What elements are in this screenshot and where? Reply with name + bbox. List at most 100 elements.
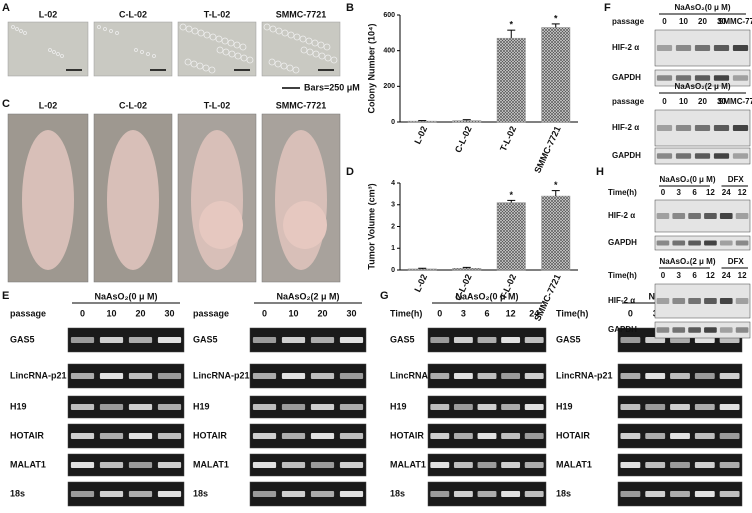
lane-label: 12 <box>738 271 747 280</box>
cell-colony <box>263 23 271 31</box>
row-label: H19 <box>556 401 573 411</box>
blot <box>654 283 751 319</box>
band <box>70 462 95 468</box>
band <box>688 240 701 246</box>
band <box>252 491 277 497</box>
photo-label: C-L-02 <box>119 9 147 19</box>
band <box>672 240 686 246</box>
treatment-label: NaAsO₂(0 μ M) <box>455 291 518 301</box>
lane-label: 6 <box>692 271 697 280</box>
band <box>99 491 124 497</box>
band <box>70 433 95 439</box>
band <box>128 337 153 343</box>
lane-label: 12 <box>706 271 715 280</box>
cell-colony <box>330 56 338 64</box>
row-label: HIF-2 α <box>608 296 635 305</box>
band <box>252 462 277 468</box>
lane-label: 10 <box>288 308 298 318</box>
band <box>453 404 473 410</box>
y-tick-label: 0 <box>391 267 395 274</box>
blot <box>654 199 751 233</box>
band <box>620 462 641 468</box>
band <box>672 298 686 304</box>
lane-label: 3 <box>677 188 682 197</box>
band <box>735 240 749 246</box>
gel <box>67 395 185 419</box>
panel-letter: D <box>346 166 354 178</box>
band <box>310 373 335 379</box>
cell-colony <box>23 31 27 35</box>
band <box>310 404 335 410</box>
blot <box>654 321 751 339</box>
band <box>656 45 673 51</box>
band <box>704 213 717 219</box>
band <box>477 462 497 468</box>
y-tick-label: 600 <box>383 12 395 19</box>
cell-colony <box>305 37 313 45</box>
band <box>732 125 749 131</box>
treatment-label: NaAsO₂(2 μ M) <box>674 82 730 91</box>
row-label: MALAT1 <box>10 459 46 469</box>
cell-colony <box>246 56 254 64</box>
photo-label: L-02 <box>39 100 58 110</box>
band <box>656 213 670 219</box>
cell-colony <box>146 52 150 56</box>
band <box>70 404 95 410</box>
y-axis-label: Colony Number (10⁴) <box>366 24 376 114</box>
lane-label: 20 <box>317 308 327 318</box>
x-tick-label: L-02 <box>412 125 429 146</box>
band <box>430 404 450 410</box>
row-label: HOTAIR <box>556 430 590 440</box>
cell-colony <box>293 33 301 41</box>
bar <box>496 202 526 271</box>
row-label: LincRNA-p21 <box>10 370 67 380</box>
row-label: GAS5 <box>556 334 581 344</box>
lane-label: 30 <box>164 308 174 318</box>
lane-axis-label: Time(h) <box>608 271 637 280</box>
band <box>281 433 306 439</box>
lane-label: 0 <box>661 271 666 280</box>
band <box>99 404 124 410</box>
band <box>620 373 641 379</box>
band <box>688 327 701 333</box>
extra-label: DFX <box>728 175 745 184</box>
cell-colony <box>56 52 60 56</box>
lane-label: 20 <box>698 17 707 26</box>
band <box>453 373 473 379</box>
band <box>524 491 544 497</box>
lane-axis-label: Time(h) <box>608 188 637 197</box>
treatment-label: NaAsO₂(2 μ M) <box>659 257 715 266</box>
row-label: H19 <box>193 401 210 411</box>
band <box>719 491 740 497</box>
band <box>694 373 715 379</box>
row-label: H19 <box>390 401 407 411</box>
cell-colony <box>222 48 230 56</box>
row-label: LincRNA-p21 <box>193 370 250 380</box>
scale-note: Bars=250 μM <box>304 82 360 92</box>
cell-colony <box>19 29 23 33</box>
lane-label: 6 <box>484 308 489 318</box>
band <box>310 462 335 468</box>
row-label: GAPDH <box>612 73 641 82</box>
photo-label: L-02 <box>39 9 58 19</box>
band <box>713 125 730 131</box>
band <box>735 213 749 219</box>
y-tick-label: 3 <box>391 202 395 209</box>
lane-label: 10 <box>106 308 116 318</box>
lane-label: 20 <box>698 97 707 106</box>
treatment-label: NaAsO₂(0 μ M) <box>674 3 730 12</box>
lane-label: 0 <box>661 188 666 197</box>
cell-colony <box>227 39 235 47</box>
x-tick-label: L-02 <box>412 273 429 294</box>
panel-letter: H <box>596 166 604 178</box>
cell-colony <box>109 29 113 33</box>
band <box>645 373 666 379</box>
cell-colony <box>280 62 288 70</box>
band <box>524 337 544 343</box>
mouse <box>22 130 74 270</box>
band <box>281 462 306 468</box>
band <box>645 462 666 468</box>
row-label: GAS5 <box>10 334 35 344</box>
cell-colony <box>134 48 138 52</box>
cell-colony <box>324 54 332 62</box>
